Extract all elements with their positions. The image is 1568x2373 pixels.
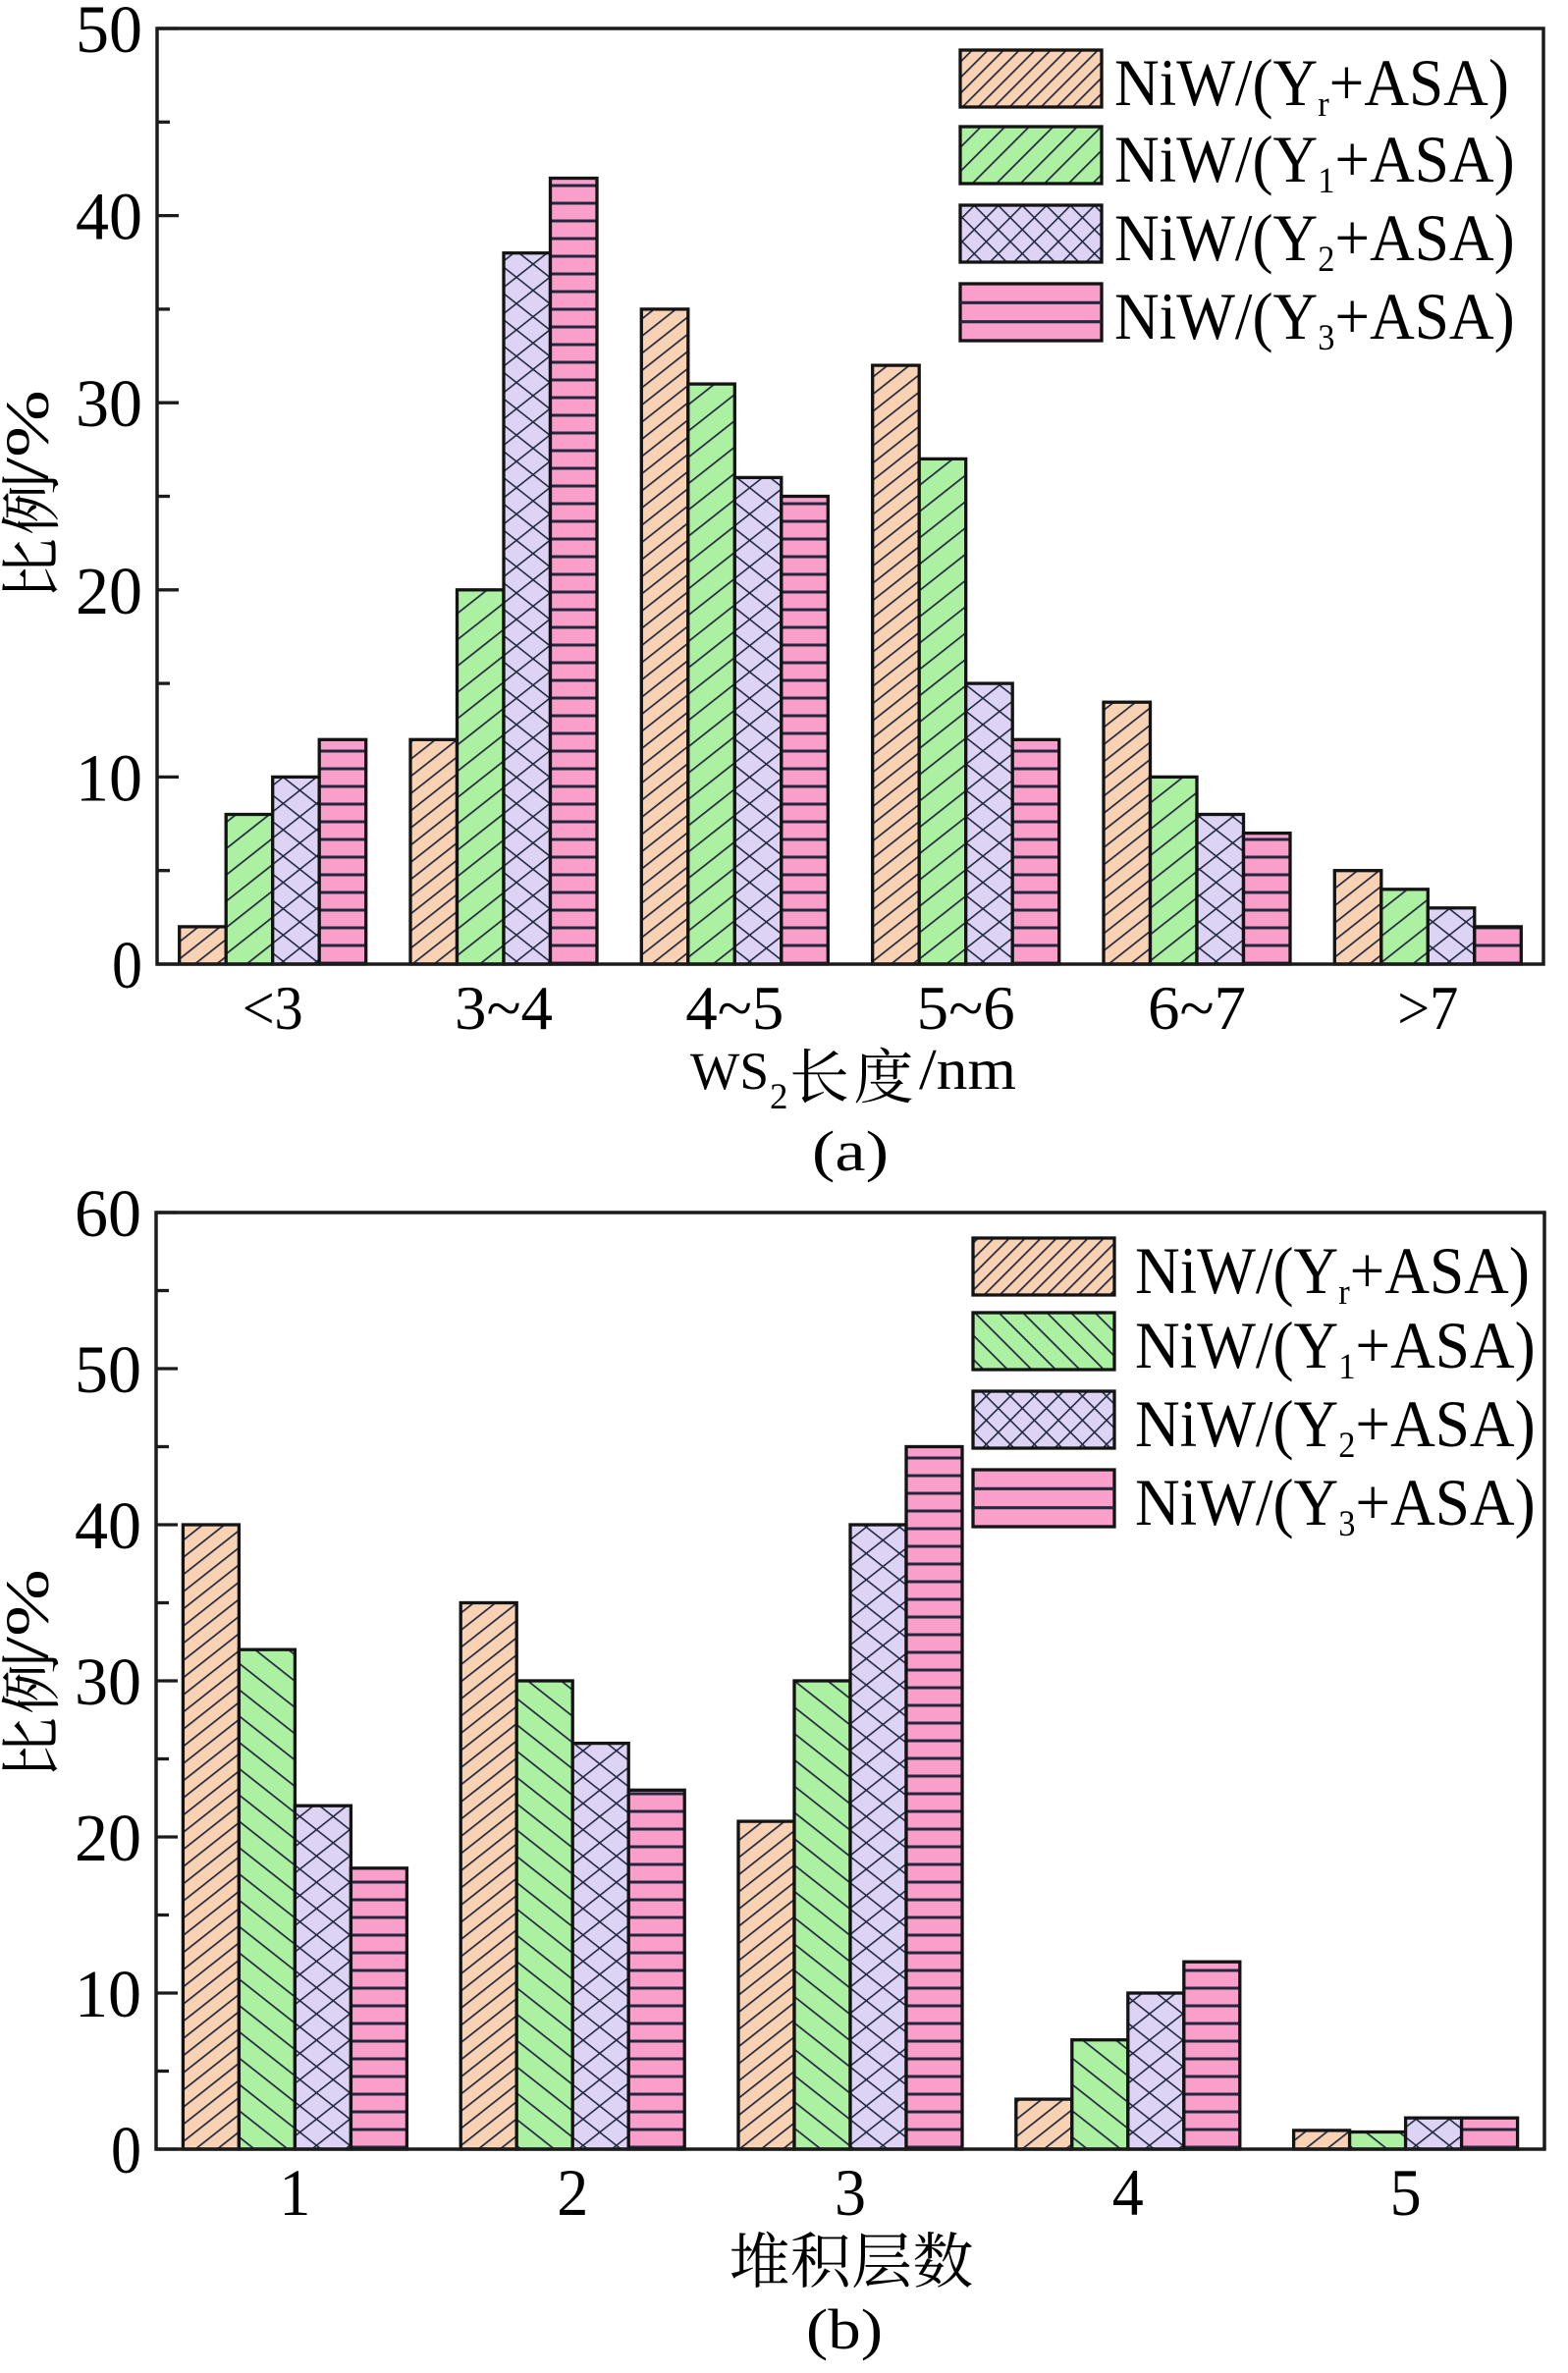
svg-text:WS: WS <box>690 1042 769 1101</box>
svg-text:4~5: 4~5 <box>685 973 784 1043</box>
svg-text:3~4: 3~4 <box>455 973 553 1043</box>
svg-text:6~7: 6~7 <box>1148 973 1246 1043</box>
svg-text:40: 40 <box>76 180 142 254</box>
svg-text:NiW/(Y2+ASA): NiW/(Y2+ASA) <box>1135 1387 1536 1465</box>
svg-text:30: 30 <box>76 366 142 441</box>
svg-text:5: 5 <box>1390 2155 1422 2230</box>
svg-text:NiW/(Y1+ASA): NiW/(Y1+ASA) <box>1114 123 1515 200</box>
svg-text:60: 60 <box>75 1176 141 1251</box>
svg-text:50: 50 <box>76 0 142 67</box>
svg-text:(a): (a) <box>812 1119 889 1183</box>
svg-text:NiW/(Yr+ASA): NiW/(Yr+ASA) <box>1135 1234 1530 1312</box>
svg-text:30: 30 <box>75 1645 141 1719</box>
svg-text:NiW/(Y3+ASA): NiW/(Y3+ASA) <box>1135 1466 1536 1543</box>
svg-text:NiW/(Yr+ASA): NiW/(Yr+ASA) <box>1114 46 1509 124</box>
svg-text:3: 3 <box>835 2155 866 2230</box>
svg-text:10: 10 <box>75 1957 141 2031</box>
svg-text:10: 10 <box>76 740 142 815</box>
svg-text:1: 1 <box>279 2155 310 2230</box>
svg-text:40: 40 <box>75 1488 141 1563</box>
svg-text:2: 2 <box>770 1077 788 1117</box>
svg-text:(b): (b) <box>806 2297 883 2361</box>
svg-text:NiW/(Y1+ASA): NiW/(Y1+ASA) <box>1135 1309 1536 1386</box>
svg-text:20: 20 <box>76 554 142 628</box>
svg-text:5~6: 5~6 <box>917 973 1015 1043</box>
svg-text:NiW/(Y2+ASA): NiW/(Y2+ASA) <box>1114 201 1515 279</box>
svg-text:NiW/(Y3+ASA): NiW/(Y3+ASA) <box>1114 280 1515 357</box>
svg-text:4: 4 <box>1112 2155 1144 2230</box>
svg-text:/nm: /nm <box>919 1037 1016 1102</box>
svg-text:50: 50 <box>75 1332 141 1407</box>
svg-text:0: 0 <box>112 928 142 1002</box>
svg-text:/%: /% <box>0 1569 61 1659</box>
svg-text:20: 20 <box>75 1801 141 1875</box>
svg-text:2: 2 <box>557 2155 588 2230</box>
svg-text:<3: <3 <box>243 973 303 1043</box>
svg-text:0: 0 <box>111 2113 141 2187</box>
svg-text:/%: /% <box>0 390 61 480</box>
svg-text:>7: >7 <box>1397 973 1458 1043</box>
